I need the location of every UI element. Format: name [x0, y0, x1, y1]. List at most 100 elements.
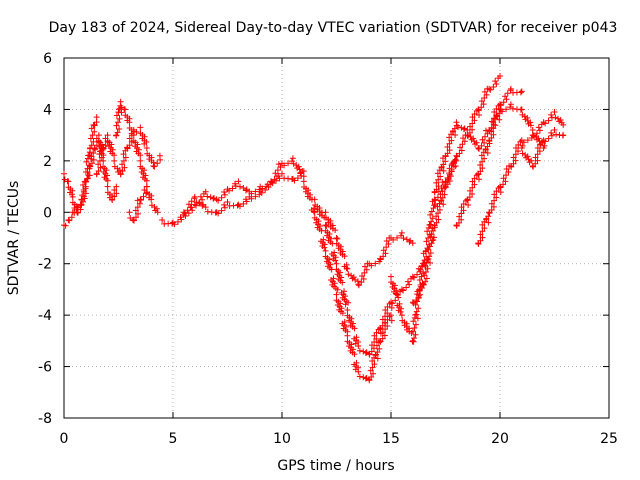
data-point-interp: [332, 227, 339, 234]
data-point: [344, 307, 351, 313]
data-point-interp: [116, 115, 123, 122]
data-point-interp: [376, 345, 383, 352]
data-point-interp: [130, 217, 137, 224]
series-track-10: [311, 196, 427, 358]
data-point: [388, 312, 394, 319]
data-point-interp: [534, 157, 541, 164]
data-point-interp: [438, 164, 445, 171]
data-point-interp: [132, 207, 139, 214]
data-point-interp: [431, 222, 438, 229]
data-point-interp: [552, 114, 559, 121]
data-point-interp: [533, 136, 540, 143]
data-point-interp: [373, 329, 380, 336]
data-point-interp: [478, 142, 485, 149]
data-point: [311, 196, 318, 203]
data-point-interp: [416, 288, 423, 295]
data-point-interp: [356, 347, 363, 354]
data-point-interp: [122, 154, 129, 161]
data-point-interp: [394, 292, 401, 299]
data-point-interp: [481, 225, 488, 232]
data-point-interp: [535, 124, 542, 131]
data-point-interp: [468, 136, 475, 143]
data-point-interp: [109, 197, 116, 204]
data-point-interp: [383, 244, 390, 251]
data-point-interp: [373, 335, 380, 342]
data-point-interp: [196, 200, 203, 207]
data-point-interp: [429, 237, 436, 244]
data-point-interp: [342, 301, 349, 308]
data-point-interp: [482, 146, 489, 153]
data-point: [518, 106, 525, 113]
data-point-interp: [536, 127, 543, 134]
data-point-interp: [177, 214, 184, 221]
data-point: [111, 157, 118, 164]
series-track-17: [518, 127, 567, 170]
data-point-interp: [71, 209, 78, 216]
data-point-interp: [484, 150, 491, 157]
data-point-interp: [460, 126, 467, 133]
data-point-interp: [479, 158, 486, 165]
data-point-interp: [323, 223, 330, 230]
data-point-interp: [218, 194, 225, 201]
series-track-6: [126, 183, 150, 224]
y-tick-label: -8: [38, 411, 52, 427]
data-point-interp: [339, 279, 346, 286]
data-point-interp: [453, 223, 460, 230]
data-point-interp: [479, 165, 486, 172]
data-point-interp: [477, 168, 484, 175]
data-point-interp: [370, 345, 377, 352]
data-point-interp: [534, 151, 541, 158]
data-point-interp: [533, 130, 540, 137]
series-track-4: [113, 98, 161, 216]
data-point-interp: [452, 132, 459, 139]
data-point: [322, 209, 329, 216]
data-point-interp: [68, 191, 75, 198]
data-point-interp: [471, 138, 478, 145]
data-point-interp: [490, 119, 497, 126]
data-point-interp: [293, 162, 300, 169]
data-point-interp: [141, 186, 148, 193]
data-point-interp: [469, 191, 476, 198]
data-point-interp: [532, 160, 539, 167]
data-point-interp: [502, 93, 509, 100]
data-point: [65, 178, 72, 185]
data-point-interp: [77, 201, 84, 208]
data-point-interp: [412, 311, 419, 318]
data-point-interp: [517, 89, 524, 96]
data-point-interp: [439, 194, 446, 201]
data-point-interp: [95, 167, 102, 174]
data-point-interp: [397, 308, 404, 315]
data-point-interp: [451, 125, 458, 132]
data-point-interp: [91, 128, 98, 135]
data-point-interp: [430, 227, 437, 234]
data-point-interp: [433, 219, 440, 226]
data-point-interp: [416, 276, 423, 283]
data-point: [180, 209, 187, 216]
data-point-interp: [428, 240, 435, 247]
x-tick-label: 10: [273, 431, 291, 447]
data-point: [551, 127, 558, 133]
data-point-interp: [372, 352, 379, 359]
data-point-interp: [519, 150, 526, 157]
data-point-interp: [368, 374, 375, 381]
data-point-interp: [366, 351, 373, 358]
data-point-interp: [464, 197, 471, 204]
data-point-interp: [480, 101, 487, 108]
data-point-interp: [381, 319, 388, 326]
data-point: [355, 281, 362, 288]
data-point-interp: [384, 303, 391, 310]
data-point-interp: [119, 167, 126, 174]
data-point-interp: [368, 262, 375, 269]
data-point-interp: [358, 272, 365, 279]
data-point-interp: [508, 163, 515, 170]
data-point: [289, 155, 296, 162]
data-point: [529, 127, 536, 133]
data-point-interp: [74, 204, 81, 211]
data-point-interp: [119, 161, 126, 168]
data-point-interp: [221, 201, 228, 208]
data-point-interp: [113, 132, 120, 139]
data-point-interp: [446, 178, 453, 185]
data-point-interp: [380, 247, 387, 254]
data-point-interp: [490, 83, 497, 90]
data-point: [322, 247, 329, 254]
